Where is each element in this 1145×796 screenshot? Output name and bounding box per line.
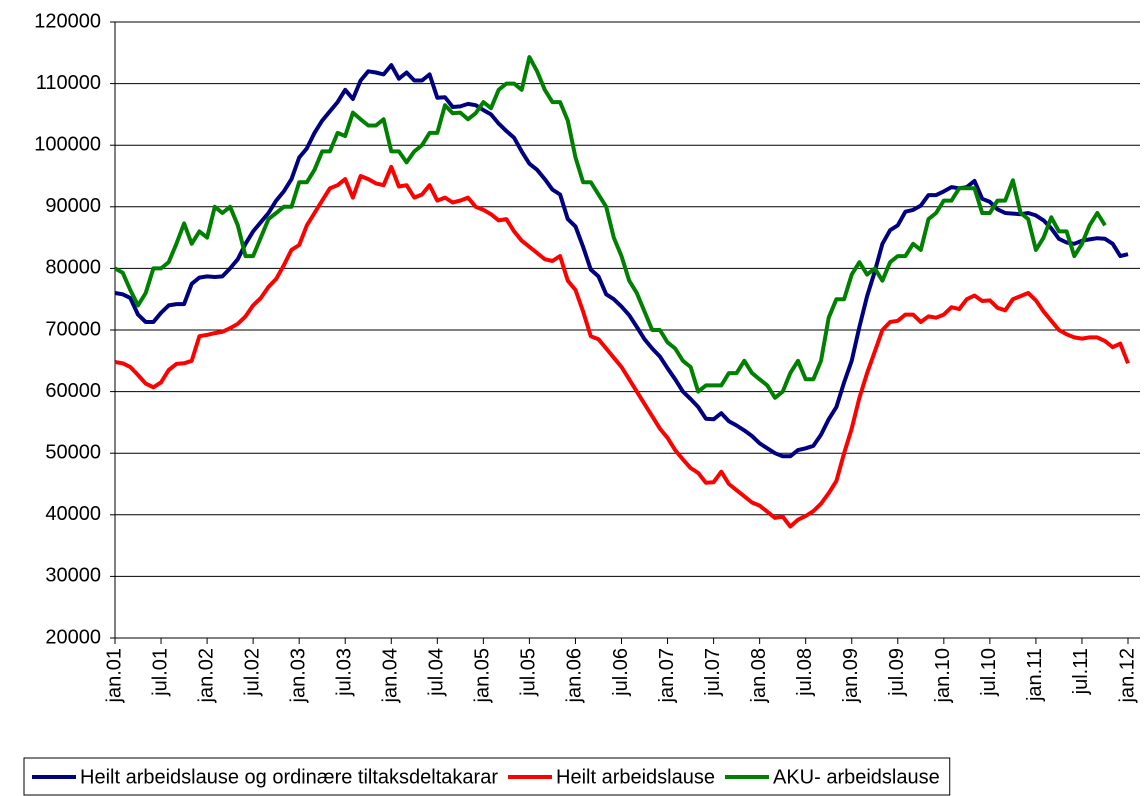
x-tick-label: jul.10 — [978, 648, 1000, 697]
x-tick-label: jan.04 — [380, 648, 402, 704]
x-tick-label: jul.07 — [702, 648, 724, 697]
series-line — [114, 164, 1130, 529]
x-tick-label: jan.11 — [1024, 648, 1046, 702]
legend-label: AKU- arbeidslause — [773, 766, 940, 788]
y-tick-label: 40000 — [45, 503, 101, 525]
x-tick-label: jul.09 — [886, 648, 908, 697]
legend-box — [23, 757, 951, 796]
y-tick-label: 80000 — [45, 257, 101, 279]
x-tick-label: jan.03 — [287, 648, 309, 704]
y-tick-label: 60000 — [45, 380, 101, 402]
x-tick-label: jan.02 — [195, 648, 217, 704]
x-tick-label: jul.04 — [426, 648, 448, 697]
x-tick-label: jan.05 — [472, 648, 494, 704]
y-tick-label: 120000 — [34, 10, 101, 32]
x-tick-label: jan.01 — [103, 648, 125, 704]
y-tick-label: 20000 — [45, 626, 101, 648]
x-tick-label: jan.12 — [1116, 648, 1138, 704]
y-tick-label: 30000 — [45, 565, 101, 587]
y-tick-label: 100000 — [34, 133, 101, 155]
x-tick-label: jul.08 — [794, 648, 816, 697]
x-tick-label: jul.03 — [334, 648, 356, 697]
y-tick-label: 90000 — [45, 195, 101, 217]
series-line — [114, 55, 1107, 400]
y-tick-label: 50000 — [45, 441, 101, 463]
x-tick-label: jan.06 — [564, 648, 586, 704]
x-tick-label: jan.09 — [840, 648, 862, 704]
x-tick-label: jul.11 — [1070, 648, 1092, 695]
x-tick-label: jan.07 — [656, 648, 678, 704]
x-tick-label: jan.08 — [748, 648, 770, 704]
x-tick-label: jul.01 — [149, 648, 171, 697]
legend-label: Heilt arbeidslause — [556, 766, 715, 788]
x-tick-label: jul.02 — [241, 648, 263, 697]
x-tick-label: jan.10 — [932, 648, 954, 704]
x-tick-label: jul.05 — [518, 648, 540, 697]
y-tick-label: 110000 — [36, 72, 101, 94]
x-tick-label: jul.06 — [610, 648, 632, 697]
y-tick-label: 70000 — [45, 318, 101, 340]
legend-label: Heilt arbeidslause og ordinære tiltaksde… — [80, 766, 498, 788]
